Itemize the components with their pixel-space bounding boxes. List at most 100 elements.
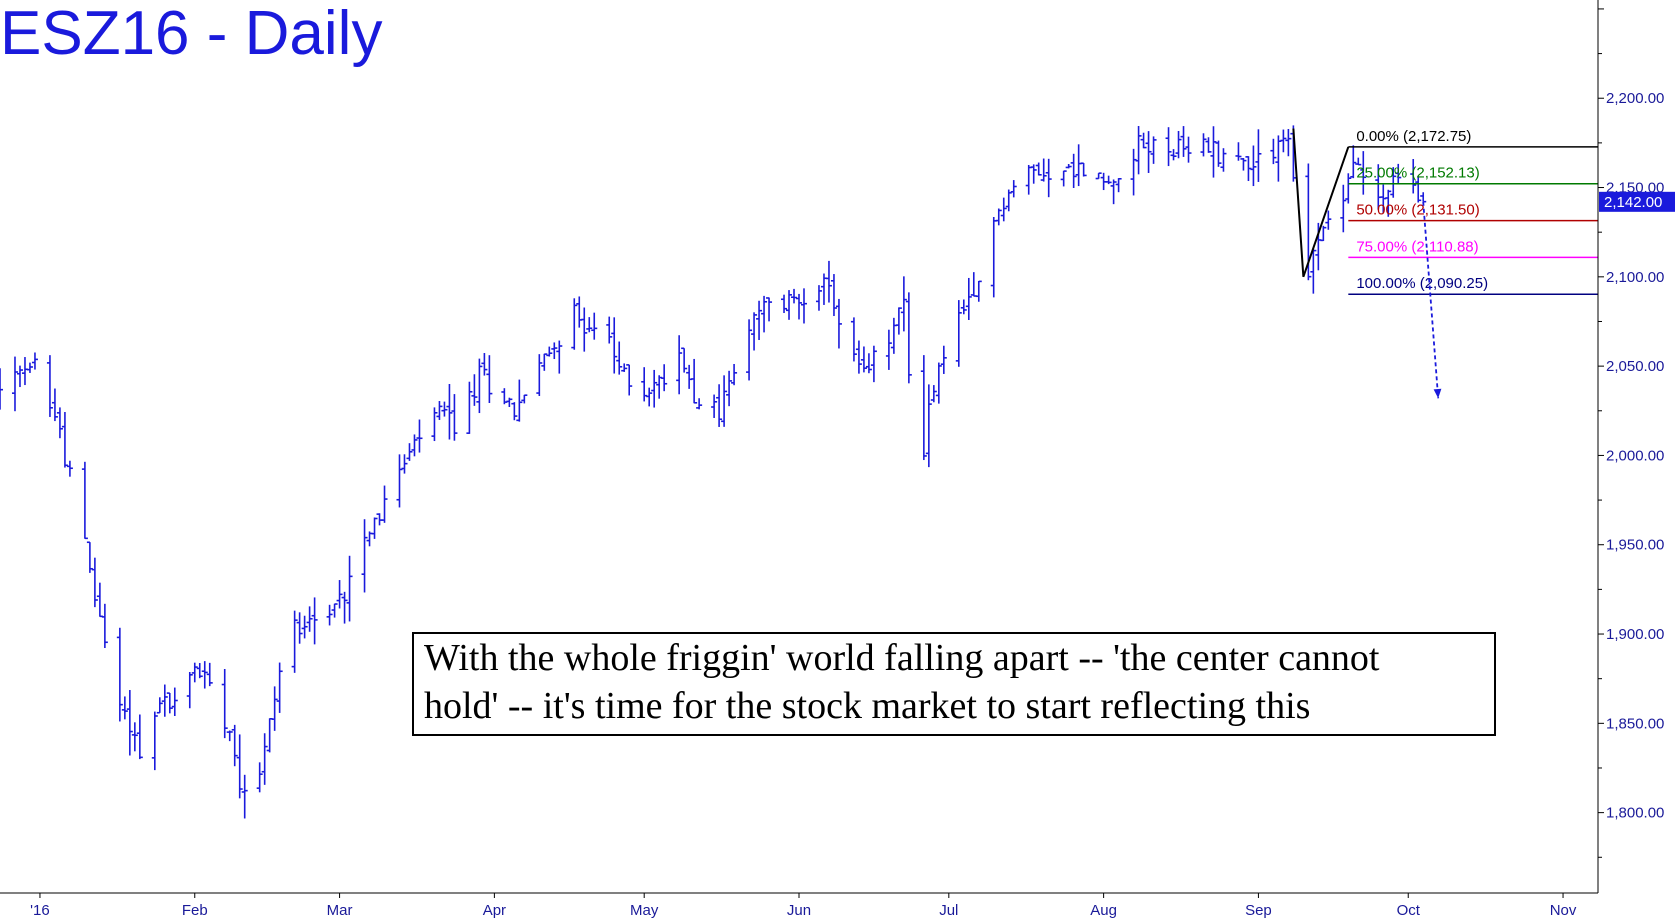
ohlc-bar	[86, 541, 93, 573]
ohlc-bar	[1075, 144, 1082, 187]
x-tick-label: Mar	[327, 902, 353, 919]
ohlc-bar	[646, 387, 653, 407]
ohlc-bar	[151, 711, 158, 771]
ohlc-bar	[1030, 164, 1037, 184]
ohlc-bar	[1270, 138, 1277, 165]
ohlc-bar	[1080, 162, 1087, 177]
ohlc-bar	[1025, 164, 1032, 195]
ohlc-bar	[611, 317, 618, 374]
ohlc-bar	[381, 485, 388, 523]
fibonacci-levels: 0.00% (2,172.75) 25.00% (2,152.13) 50.00% …	[1348, 128, 1598, 295]
ohlc-bar	[576, 296, 583, 328]
ohlc-bar	[1355, 157, 1362, 166]
ohlc-bar	[990, 216, 997, 298]
y-tick-label: 1,800.00	[1606, 805, 1664, 822]
ohlc-bar	[341, 591, 348, 624]
ohlc-bar	[1175, 130, 1182, 159]
x-tick-label: Apr	[483, 902, 506, 919]
ohlc-bar	[1205, 137, 1212, 153]
ohlc-bar	[371, 517, 378, 539]
ohlc-bar	[711, 394, 718, 418]
ohlc-bar	[16, 365, 23, 388]
ohlc-bar	[441, 401, 448, 417]
ohlc-bar	[1065, 163, 1072, 169]
ohlc-bar	[516, 379, 523, 422]
ohlc-bar	[955, 300, 962, 367]
x-tick-label: Aug	[1090, 902, 1117, 919]
ohlc-bar	[716, 384, 723, 427]
ohlc-bar	[1415, 176, 1422, 203]
ohlc-bar	[361, 519, 368, 593]
ohlc-bar	[221, 668, 228, 739]
ohlc-bar	[1045, 158, 1052, 198]
ohlc-bar	[201, 661, 208, 689]
ohlc-bar	[476, 358, 483, 414]
ohlc-bar	[1325, 210, 1332, 230]
ohlc-bar	[1105, 175, 1112, 185]
ohlc-bar	[1275, 135, 1282, 182]
ohlc-bar	[1385, 189, 1392, 217]
ohlc-bar	[1215, 140, 1222, 167]
ohlc-bar	[791, 288, 798, 304]
ohlc-bar	[721, 375, 728, 427]
y-tick-label: 2,050.00	[1606, 358, 1664, 375]
ohlc-bar	[940, 345, 947, 374]
annotation-line-1: With the whole friggin' world falling ap…	[424, 637, 1380, 679]
ohlc-bar	[1235, 142, 1242, 161]
ohlc-bar	[746, 319, 753, 381]
ohlc-bar	[81, 461, 88, 540]
ohlc-bar	[556, 340, 563, 374]
ohlc-bar	[830, 274, 837, 317]
ohlc-bar	[965, 277, 972, 321]
ohlc-bar	[865, 353, 872, 374]
ohlc-bar	[696, 398, 703, 410]
ohlc-bar	[406, 443, 413, 461]
ohlc-bar	[301, 615, 308, 639]
ohlc-bar	[930, 385, 937, 403]
ohlc-bar	[126, 690, 133, 756]
ohlc-bar	[91, 557, 98, 608]
ohlc-bar	[800, 288, 807, 324]
x-tick-label: Oct	[1397, 902, 1421, 919]
ohlc-bar	[1095, 172, 1102, 180]
ohlc-bar	[446, 383, 453, 440]
ohlc-bar	[541, 353, 548, 371]
ohlc-bar	[311, 597, 318, 645]
ohlc-bar	[681, 347, 688, 373]
ohlc-bar	[726, 370, 733, 407]
ohlc-bar	[586, 317, 593, 333]
ohlc-bar	[471, 374, 478, 406]
last-price-label: 2,142.00	[1604, 194, 1662, 211]
ohlc-bar	[1285, 128, 1292, 157]
ohlc-bar	[196, 663, 203, 679]
ohlc-bar	[241, 774, 248, 819]
x-tick-label: Feb	[182, 902, 208, 919]
ohlc-bar	[506, 397, 513, 407]
ohlc-bar	[1000, 197, 1007, 222]
ohlc-bar	[925, 384, 932, 468]
ohlc-bar	[186, 672, 193, 709]
fib-level-label: 25.00% (2,152.13)	[1356, 165, 1479, 182]
ohlc-bar	[786, 290, 793, 320]
ohlc-bar	[56, 407, 63, 439]
ohlc-bar	[1245, 156, 1252, 182]
projection-arrow-line	[1422, 201, 1440, 399]
ohlc-bar	[226, 730, 233, 742]
ohlc-bar	[156, 697, 163, 714]
ohlc-bar	[261, 733, 268, 785]
x-tick-label: May	[630, 902, 659, 919]
y-tick-label: 1,900.00	[1606, 626, 1664, 643]
ohlc-bar	[1165, 127, 1172, 167]
ohlc-bar	[46, 355, 53, 417]
ohlc-bar	[326, 604, 333, 626]
ohlc-bar	[895, 307, 902, 335]
ohlc-bar	[691, 358, 698, 404]
ohlc-bar	[101, 603, 108, 649]
ohlc-bar	[835, 298, 842, 349]
ohlc-bar	[51, 388, 58, 422]
ohlc-bar	[825, 260, 832, 303]
fib-level-label: 0.00% (2,172.75)	[1356, 128, 1471, 145]
ohlc-bar	[1255, 129, 1262, 182]
y-tick-label: 2,000.00	[1606, 447, 1664, 464]
ohlc-bar	[66, 460, 73, 477]
